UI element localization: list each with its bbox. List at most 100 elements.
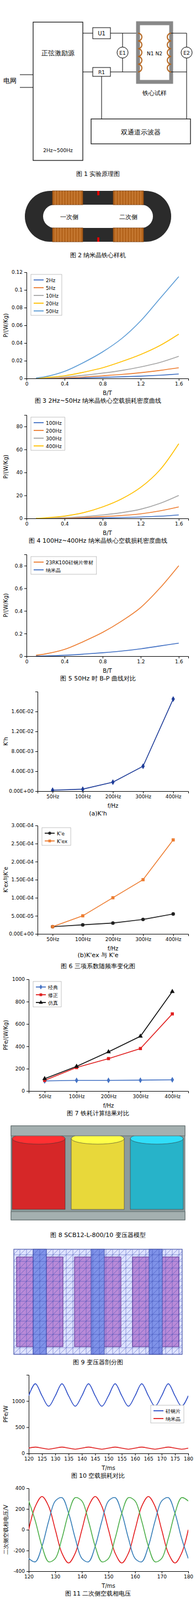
series-line (44, 989, 173, 1077)
tick-label: 500 (15, 1421, 25, 1428)
legend-swatch (33, 278, 44, 280)
legend-label: 20Hz (45, 300, 59, 306)
winding-turn (115, 190, 117, 205)
caption: 图 7 铁耗计算结果对比 (66, 1107, 130, 1115)
axis-line (26, 977, 30, 1090)
axis-line (27, 517, 189, 521)
tick: 130 (50, 1568, 61, 1577)
wire (122, 57, 124, 72)
legend-swatch (33, 436, 44, 438)
y-axis: 020406080 (16, 414, 28, 521)
tick-mark (172, 1088, 173, 1091)
core-leg (91, 1246, 105, 1352)
tick: 0.1 (14, 286, 27, 293)
marker (42, 1073, 48, 1078)
tick: 0.06 (11, 321, 27, 328)
tick: 170 (157, 1450, 167, 1459)
series-line (28, 1444, 189, 1447)
legend-marker (39, 991, 43, 995)
caption: 图 10 空载损耗对比 (71, 1469, 126, 1477)
tick-mark (24, 609, 27, 611)
tick: 150 (103, 1450, 114, 1459)
tick-label: 1.6 (175, 380, 184, 386)
tick-label: 80 (16, 422, 24, 429)
tick: 200Hz (101, 1088, 118, 1098)
tick-mark (68, 1450, 70, 1453)
tick-label: 0 (19, 652, 23, 658)
marker (97, 236, 100, 242)
winding (130, 1136, 184, 1207)
legend-box (33, 979, 62, 1005)
tick-mark (35, 931, 38, 933)
winding-turn (118, 190, 120, 205)
tick-mark (108, 1450, 110, 1453)
tick-mark (140, 654, 142, 658)
legend-label: 10Hz (45, 292, 59, 299)
tick-mark (41, 1450, 43, 1453)
winding-turn (140, 190, 142, 205)
tick-label: 180 (183, 1570, 194, 1577)
legend-label: K'e (56, 829, 65, 835)
tick: 5.00E-05 (11, 911, 38, 918)
tick-mark (24, 517, 27, 518)
tick: 160 (130, 1568, 141, 1577)
tick-label: 130 (50, 1570, 61, 1577)
tick-mark (24, 564, 27, 565)
tick-label: 1.2 (136, 380, 145, 386)
tick-label: 0.12 (11, 268, 23, 275)
tick-label: 0 (19, 374, 23, 381)
legend: 经典修正仿真 (33, 979, 62, 1005)
tick: 1.00E-04 (11, 893, 38, 899)
tick-mark (28, 1568, 30, 1571)
tick-mark (64, 517, 66, 520)
scope-box (91, 118, 191, 144)
legend-swatch (33, 428, 44, 431)
tick: 0 (21, 1447, 29, 1454)
tick: 1000 (12, 1395, 29, 1402)
legend-swatch (33, 286, 44, 288)
winding-turn (69, 190, 70, 205)
meter (181, 46, 193, 58)
tick-label: 200Hz (105, 934, 122, 941)
tick: -400 (13, 1565, 29, 1571)
tick-mark (24, 471, 27, 473)
u1-box (92, 27, 111, 39)
tick-label: 1.20E-02 (11, 727, 34, 733)
tick-mark (24, 494, 27, 495)
winding-turn (118, 227, 120, 242)
label: 正弦激励源 (41, 49, 75, 57)
tick-mark (173, 789, 174, 792)
axis-title: PFe/W (2, 1402, 9, 1421)
y-axis: 0.00E+005.00E-051.00E-041.50E-042.00E-04… (8, 820, 38, 935)
tick-label: 135 (64, 1453, 74, 1459)
tick-mark (26, 1506, 29, 1507)
tick-mark (35, 913, 38, 915)
label: 一次侧 (60, 213, 79, 221)
legend-swatch (33, 302, 44, 304)
legend-label: 400Hz (45, 442, 62, 449)
winding (52, 227, 83, 242)
marker (81, 920, 85, 925)
x-axis: 00.40.81.21.6 (25, 517, 189, 526)
legend-marker (38, 998, 43, 1002)
tick-label: 50Hz (46, 934, 60, 941)
tick-label: 140 (77, 1570, 87, 1577)
legend-label: 纳米晶 (45, 566, 61, 572)
tick-mark (24, 425, 27, 427)
tick-label: 170 (157, 1453, 167, 1459)
caption: 图 6 三项系数随频率变化图 (60, 960, 136, 968)
tick-label: 400Hz (165, 792, 182, 798)
winding-turn (55, 227, 56, 242)
tick-mark (188, 1568, 189, 1571)
tick-label: 40 (16, 468, 24, 475)
winding-turn (71, 227, 73, 242)
tick: 120 (24, 1568, 34, 1577)
wire (19, 87, 34, 88)
tick: 60 (16, 446, 27, 452)
tick-label: 145 (90, 1453, 100, 1459)
tick: 140 (77, 1450, 87, 1459)
tick-label: 0.08 (11, 304, 23, 310)
tick-label: 130 (50, 1453, 61, 1459)
tick: 20 (16, 491, 27, 498)
tick-mark (173, 931, 174, 935)
